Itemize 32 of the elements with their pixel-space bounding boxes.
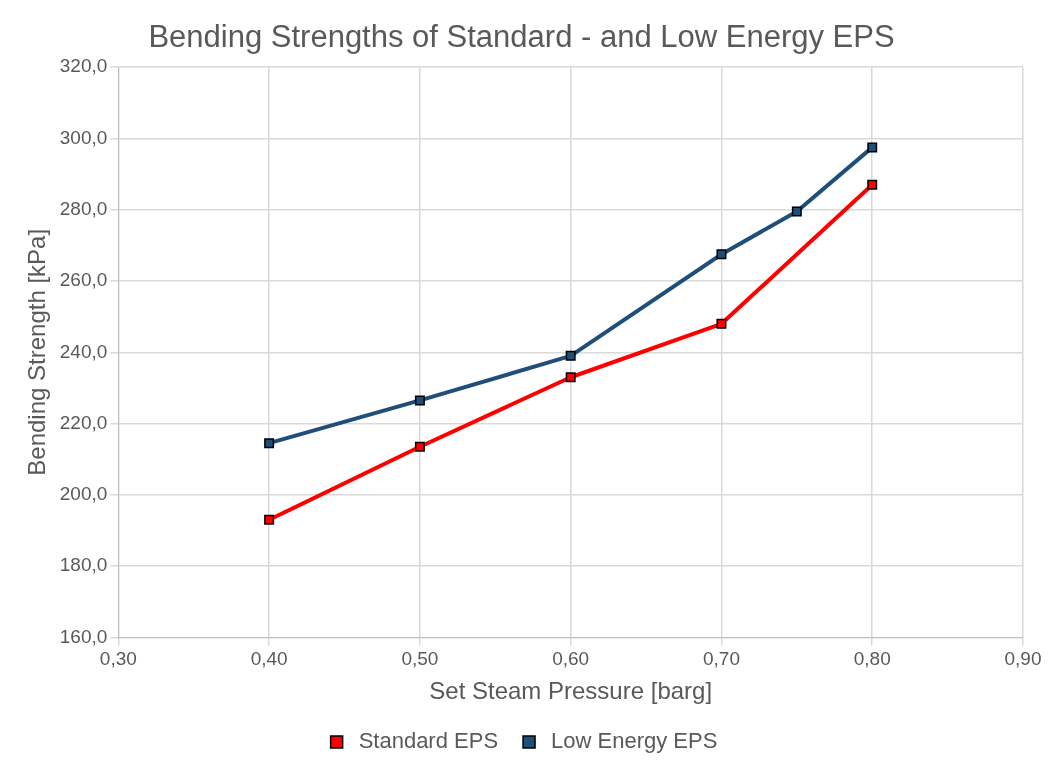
x-tick-label: 0,30	[99, 648, 137, 670]
point	[867, 179, 878, 190]
legend-label: Standard EPS	[358, 728, 499, 754]
point	[716, 318, 727, 329]
point	[414, 395, 425, 406]
y-tick-label: 160,0	[59, 625, 108, 647]
point	[414, 441, 425, 452]
point	[264, 438, 275, 449]
x-tick-label: 0,90	[1004, 648, 1042, 670]
chart-title: Bending Strengths of Standard - and Low Energy EPS	[148, 19, 895, 55]
y-axis-title: Bending Strength [kPa]	[23, 228, 51, 476]
y-tick-label: 180,0	[59, 554, 108, 576]
point	[565, 350, 576, 361]
y-tick-label: 320,0	[59, 55, 108, 77]
x-tick-label: 0,70	[702, 648, 740, 670]
point	[716, 249, 727, 260]
x-axis-title: Set Steam Pressure [barg]	[429, 677, 713, 705]
x-tick-label: 0,60	[552, 648, 590, 670]
x-tick-label: 0,80	[853, 648, 891, 670]
x-tick-label: 0,50	[401, 648, 439, 670]
y-tick-label: 240,0	[59, 340, 108, 362]
point	[791, 206, 802, 217]
point	[565, 372, 576, 383]
y-tick-label: 220,0	[59, 411, 108, 433]
point	[867, 142, 878, 153]
y-tick-label: 200,0	[59, 483, 108, 505]
x-tick-label: 0,40	[250, 648, 288, 670]
legend-label: Low Energy EPS	[551, 728, 718, 754]
y-tick-label: 260,0	[59, 269, 108, 291]
point	[264, 514, 275, 525]
y-tick-label: 300,0	[59, 126, 108, 148]
y-tick-label: 280,0	[59, 197, 108, 219]
